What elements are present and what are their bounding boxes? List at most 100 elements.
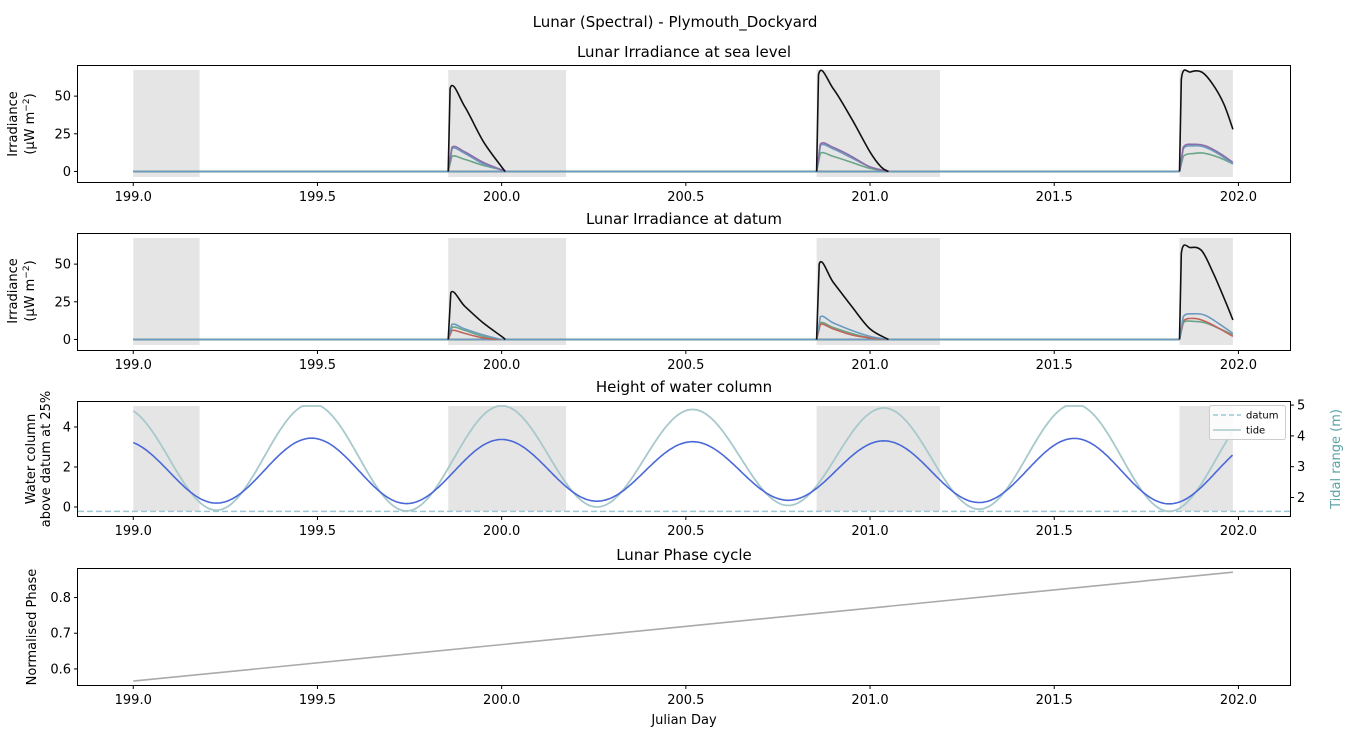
- panel-water-column: Height of water column Water column abov…: [24, 378, 1344, 539]
- y-tick-label: 25: [54, 295, 71, 310]
- series-blue-grey-line: [815, 315, 889, 341]
- y-tick-label: 50: [54, 90, 71, 105]
- plot-frame: [77, 401, 1291, 517]
- x-tick-label: 200.5: [667, 524, 704, 539]
- y2-tick-label: 4: [1297, 429, 1305, 444]
- y-tick-label: 0: [63, 165, 71, 180]
- shaded-interval: [448, 70, 567, 177]
- series-purple-line: [815, 142, 889, 173]
- series-green-line: [1178, 152, 1234, 172]
- x-axis-label: Julian Day: [650, 713, 717, 728]
- y2-tick-label: 5: [1297, 399, 1305, 414]
- x-tick-label: 200.5: [667, 693, 704, 708]
- y-tick-label: 0: [63, 501, 71, 516]
- x-tick-label: 201.0: [851, 524, 888, 539]
- x-tick-label: 199.0: [115, 358, 152, 373]
- series-black-line: [1178, 244, 1234, 340]
- y-tick-label: 0: [63, 333, 71, 348]
- x-tick-label: 199.5: [299, 358, 336, 373]
- shaded-interval: [133, 238, 200, 345]
- series-black-line: [815, 69, 889, 173]
- panel-title: Lunar Phase cycle: [616, 546, 752, 564]
- shaded-interval: [1179, 70, 1233, 177]
- y-tick-label: 50: [54, 258, 71, 273]
- y2-tick-label: 2: [1297, 491, 1305, 506]
- y-axis-label: Normalised Phase: [25, 569, 40, 686]
- x-tick-label: 200.0: [483, 524, 520, 539]
- panel-irradiance-datum: Lunar Irradiance at datum Irradiance (μW…: [6, 210, 1291, 373]
- x-tick-label: 201.0: [851, 190, 888, 205]
- series-red-line: [815, 323, 889, 341]
- x-tick-label: 200.5: [667, 358, 704, 373]
- y2-axis-label: Tidal range (m): [1329, 409, 1344, 510]
- figure-title: Lunar (Spectral) - Plymouth_Dockyard: [533, 13, 818, 32]
- legend-tide-label: tide: [1246, 426, 1265, 437]
- panel-title: Lunar Irradiance at datum: [586, 210, 782, 228]
- x-tick-label: 200.0: [483, 358, 520, 373]
- panel-irradiance-sea-level: Lunar Irradiance at sea level Irradiance…: [6, 43, 1291, 205]
- series-black-line: [447, 290, 506, 341]
- series-blue-grey-line: [1178, 312, 1234, 340]
- x-tick-label: 199.0: [115, 693, 152, 708]
- series-red-line: [1178, 317, 1234, 340]
- plot-frame: [77, 233, 1291, 351]
- x-tick-label: 201.5: [1036, 524, 1073, 539]
- phase-line: [133, 571, 1233, 682]
- series-black-line: [1178, 69, 1234, 172]
- x-tick-label: 201.5: [1036, 693, 1073, 708]
- panel-title: Height of water column: [596, 378, 772, 396]
- tide-line: [132, 405, 1234, 513]
- y-tick-label: 0.6: [50, 662, 71, 677]
- x-tick-label: 199.0: [115, 524, 152, 539]
- x-tick-label: 199.0: [115, 190, 152, 205]
- x-tick-label: 202.0: [1220, 524, 1257, 539]
- y-axis-label-line1: Irradiance: [6, 258, 21, 323]
- series-purple-line: [1178, 143, 1234, 172]
- x-tick-label: 201.0: [851, 358, 888, 373]
- x-tick-label: 201.5: [1036, 358, 1073, 373]
- y-tick-label: 0.7: [50, 627, 71, 642]
- x-tick-label: 201.5: [1036, 190, 1073, 205]
- y-tick-label: 25: [54, 127, 71, 142]
- shaded-interval: [816, 70, 941, 177]
- series-black-line: [447, 84, 506, 173]
- x-tick-label: 202.0: [1220, 693, 1257, 708]
- shaded-interval: [133, 406, 200, 511]
- x-tick-label: 200.0: [483, 693, 520, 708]
- y-tick-label: 0.8: [50, 591, 71, 606]
- y-axis-label-line2: (μW m−2): [22, 93, 38, 154]
- shaded-interval: [1179, 238, 1233, 345]
- shaded-interval: [133, 70, 200, 177]
- plot-frame: [77, 65, 1291, 183]
- y-axis-label-line1: Irradiance: [6, 91, 21, 156]
- x-tick-label: 202.0: [1220, 190, 1257, 205]
- panel-lunar-phase: Lunar Phase cycle Normalised Phase Julia…: [25, 546, 1291, 728]
- shaded-interval: [816, 238, 941, 345]
- y-axis-label-line1: Water column: [24, 414, 39, 504]
- legend: datum tide: [1209, 405, 1286, 440]
- shaded-interval: [448, 238, 567, 345]
- x-tick-label: 202.0: [1220, 358, 1257, 373]
- series-black-line: [815, 261, 889, 341]
- x-tick-label: 200.5: [667, 190, 704, 205]
- y-axis-label-line2: (μW m−2): [22, 260, 38, 321]
- x-tick-label: 199.5: [299, 693, 336, 708]
- plot-frame: [77, 568, 1291, 686]
- panel-title: Lunar Irradiance at sea level: [577, 43, 791, 61]
- y-axis-label-line2: above datum at 25%: [39, 391, 54, 527]
- series-blue-grey-line: [447, 323, 506, 341]
- x-tick-label: 199.5: [299, 524, 336, 539]
- series-green-line: [815, 151, 889, 173]
- water-column-line: [132, 437, 1234, 505]
- shaded-interval: [448, 406, 567, 511]
- x-tick-label: 200.0: [483, 190, 520, 205]
- x-tick-label: 201.0: [851, 693, 888, 708]
- legend-box: [1209, 405, 1286, 440]
- legend-datum-label: datum: [1246, 411, 1278, 422]
- y-tick-label: 2: [63, 461, 71, 476]
- series-blue-grey-line: [1178, 144, 1234, 172]
- y2-tick-label: 3: [1297, 460, 1305, 475]
- x-tick-label: 199.5: [299, 190, 336, 205]
- y-tick-label: 4: [63, 421, 71, 436]
